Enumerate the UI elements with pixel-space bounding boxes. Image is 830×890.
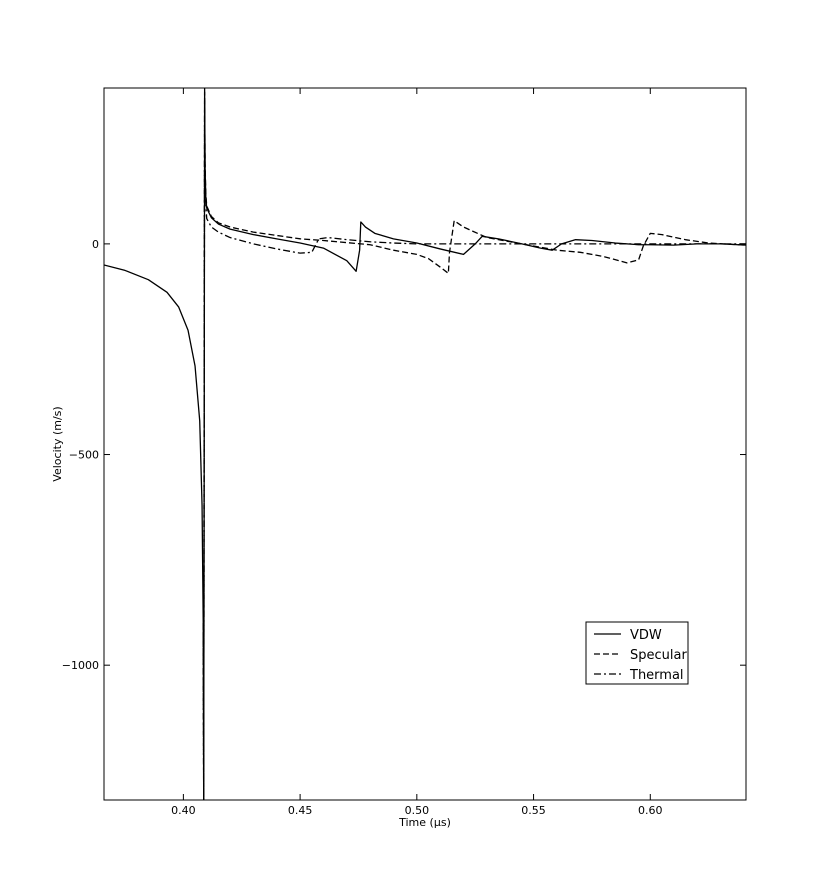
legend-box <box>585 621 689 685</box>
x-tick-label: 0.55 <box>521 804 546 817</box>
ticks-layer: 0.40 0.45 0.50 0.55 0.60 0 −500 −1000 <box>62 88 746 817</box>
y-tick-label: −1000 <box>62 659 99 672</box>
x-tick-label: 0.60 <box>638 804 663 817</box>
x-tick-label: 0.45 <box>288 804 313 817</box>
x-axis-label: Time (µs) <box>398 816 451 829</box>
x-tick-label: 0.40 <box>171 804 196 817</box>
series-line-specular <box>202 91 746 800</box>
series-layer <box>104 88 746 800</box>
y-tick-label: 0 <box>92 238 99 251</box>
legend-label-vdw: VDW <box>630 628 662 643</box>
legend-label-specular: Specular <box>630 648 687 663</box>
legend: VDW Specular Thermal <box>585 621 689 685</box>
series-line-vdw <box>104 88 746 800</box>
y-tick-label: −500 <box>69 449 99 462</box>
series-line-thermal <box>202 99 746 800</box>
x-tick-label: 0.50 <box>405 804 430 817</box>
y-axis-label: Velocity (m/s) <box>51 406 64 481</box>
legend-label-thermal: Thermal <box>629 668 684 683</box>
plot-frame <box>103 87 747 801</box>
